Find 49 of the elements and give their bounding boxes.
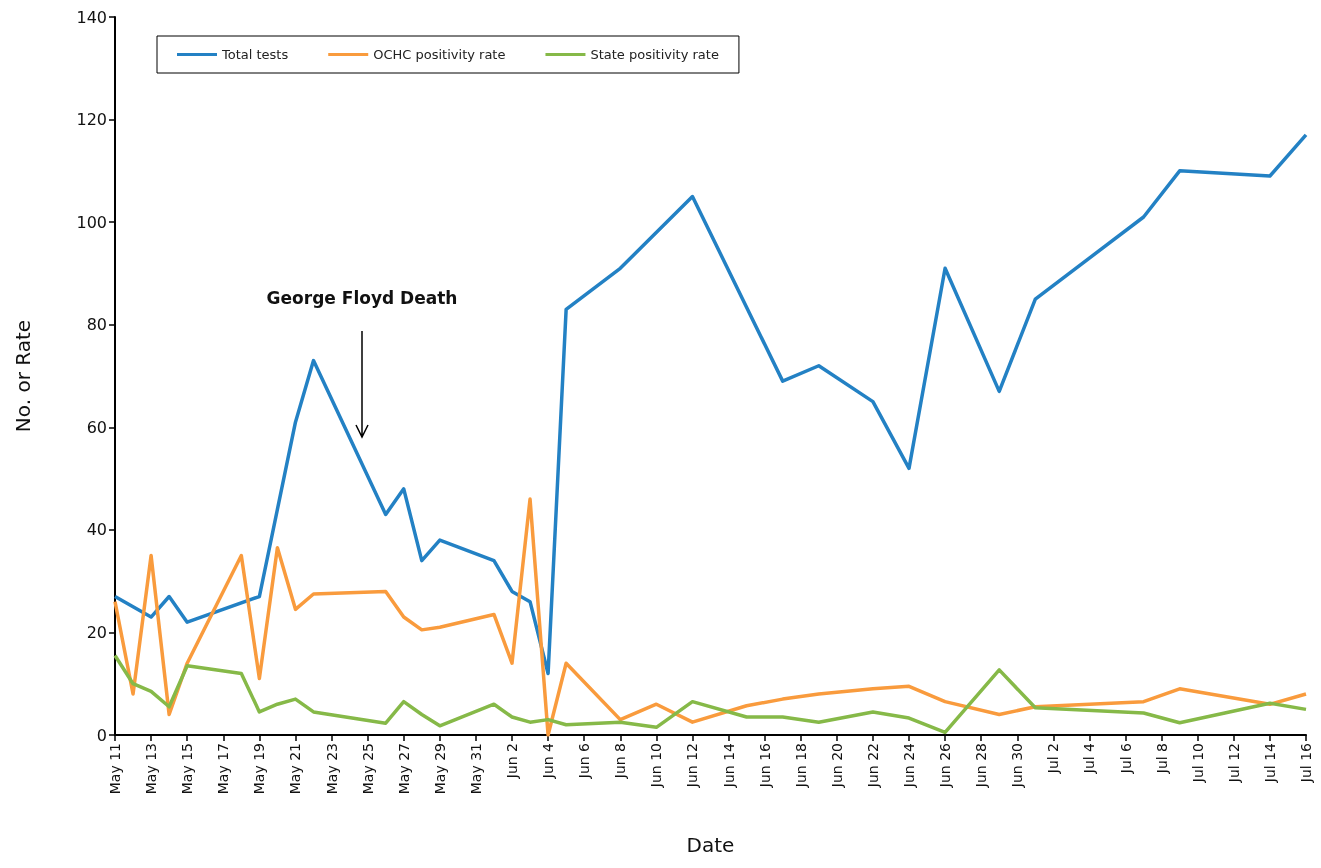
y-tick-label: 120 [76, 110, 107, 130]
x-tick-label: Jun 24 [901, 742, 917, 789]
x-tick-label: Jul 10 [1189, 743, 1206, 784]
x-tick-label: May 11 [107, 743, 123, 795]
y-tick-label: 80 [86, 315, 107, 335]
x-tick-label: Jul 12 [1225, 743, 1242, 784]
x-tick-label: Jul 6 [1117, 742, 1134, 775]
x-tick-label: May 15 [179, 743, 196, 795]
x-tick-label: Jun 22 [864, 743, 881, 789]
x-tick-label: May 31 [467, 743, 484, 795]
x-tick-label: May 17 [215, 743, 232, 795]
x-tick-label: Jun 14 [720, 742, 737, 789]
y-tick-label: 140 [76, 7, 107, 27]
y-tick-label: 20 [86, 622, 107, 642]
x-tick-label: Jul 2 [1045, 743, 1062, 775]
x-axis-title: Date [686, 833, 735, 857]
legend-label: State positivity rate [590, 47, 719, 62]
x-tick-label: Jun 4 [540, 742, 557, 780]
annotation: George Floyd Death [266, 288, 458, 308]
x-tick-label: May 27 [395, 743, 412, 795]
x-tick-label: Jul 8 [1153, 743, 1170, 775]
y-tick-label: 40 [86, 520, 107, 540]
x-tick-label: Jun 28 [973, 743, 990, 789]
x-tick-label: May 21 [287, 743, 304, 795]
legend-label: Total tests [221, 47, 289, 62]
x-tick-label: Jun 16 [756, 742, 773, 789]
y-axis-title: No. or Rate [11, 319, 35, 433]
x-tick-label: Jul 4 [1081, 742, 1098, 775]
legend-label: OCHC positivity rate [373, 47, 506, 62]
line-series [113, 133, 1308, 676]
x-tick-label: Jun 30 [1009, 743, 1026, 789]
x-tick-label: Jun 10 [648, 743, 665, 789]
y-tick-label: 0 [96, 725, 107, 745]
y-tick-label: 100 [76, 212, 107, 232]
x-tick-label: May 25 [359, 743, 376, 795]
x-tick-label: Jun 20 [828, 743, 845, 789]
x-tick-label: May 23 [323, 743, 340, 795]
x-tick-label: Jun 8 [612, 743, 629, 780]
x-tick-label: Jul 14 [1261, 742, 1278, 784]
x-tick-label: May 19 [251, 743, 268, 795]
x-tick-label: Jun 12 [684, 743, 701, 789]
y-tick-label: 60 [86, 417, 107, 437]
x-tick-label: May 13 [143, 743, 160, 795]
x-tick-label: Jun 2 [504, 743, 520, 780]
x-tick-label: Jun 18 [792, 743, 809, 789]
x-tick-label: Jun 26 [937, 742, 954, 789]
x-tick-label: Jul 16 [1298, 742, 1314, 784]
x-tick-label: Jun 6 [576, 742, 593, 780]
x-tick-label: May 29 [431, 743, 448, 795]
